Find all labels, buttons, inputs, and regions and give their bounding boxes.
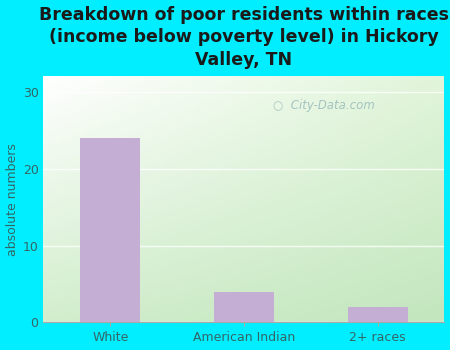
Bar — [347, 307, 408, 322]
Title: Breakdown of poor residents within races
(income below poverty level) in Hickory: Breakdown of poor residents within races… — [39, 6, 449, 69]
Bar — [80, 138, 140, 322]
Bar — [214, 292, 274, 322]
Text: ○  City-Data.com: ○ City-Data.com — [273, 99, 375, 112]
Y-axis label: absolute numbers: absolute numbers — [5, 143, 18, 256]
